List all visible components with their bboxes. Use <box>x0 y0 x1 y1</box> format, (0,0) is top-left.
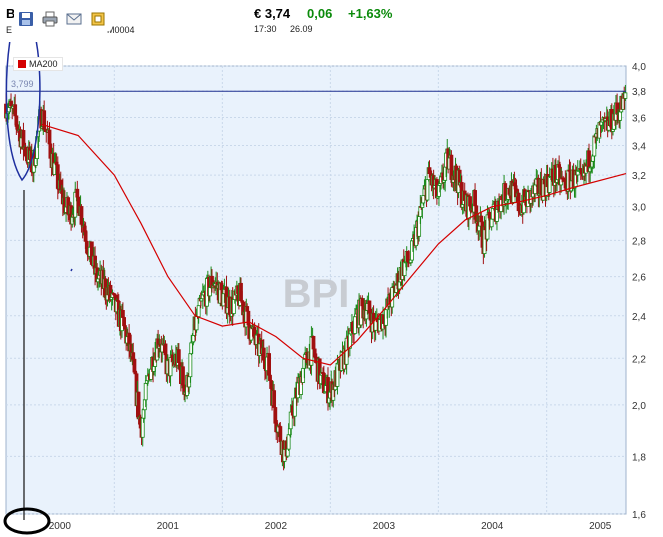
y-tick-label: 1,8 <box>632 452 646 463</box>
candle-body <box>176 349 181 364</box>
quote-header: B E M0004 <box>0 0 663 42</box>
email-icon[interactable] <box>64 9 84 29</box>
save-icon[interactable] <box>16 9 36 29</box>
candle-up <box>425 179 430 202</box>
y-tick-label: 4,0 <box>632 62 646 73</box>
candle-body <box>421 195 426 204</box>
y-tick-label: 3,8 <box>632 87 646 98</box>
y-tick-label: 2,2 <box>632 354 646 365</box>
y-tick-label: 3,4 <box>632 141 646 152</box>
candle-body <box>489 218 494 228</box>
candle-up <box>623 84 628 101</box>
y-tick-label: 2,4 <box>632 312 646 323</box>
y-tick-label: 3,0 <box>632 203 646 214</box>
print-icon[interactable] <box>40 9 60 29</box>
chart-legend: MA200 <box>13 57 63 71</box>
candle-body <box>292 397 297 417</box>
annotation-oval <box>5 42 41 182</box>
quote-date: 26.09 <box>290 24 313 34</box>
candle-body <box>286 434 291 450</box>
candle-body <box>623 92 628 99</box>
y-tick-label: 3,2 <box>632 171 646 182</box>
y-tick-label: 3,6 <box>632 114 646 125</box>
x-tick-label: 2003 <box>373 521 396 532</box>
x-tick-label: 2002 <box>265 521 288 532</box>
price-change: 0,06 <box>307 6 333 21</box>
x-tick-label: 2004 <box>481 521 504 532</box>
last-price: € 3,74 <box>254 6 291 21</box>
ticker-code-prefix: E <box>6 25 13 35</box>
ma200-line <box>41 123 627 366</box>
candle-body <box>245 306 250 312</box>
candle-body <box>136 391 141 420</box>
candle-body <box>181 366 185 386</box>
candle-body <box>208 287 212 297</box>
price-change-percent: +1,63% <box>348 6 393 21</box>
candle-body <box>425 179 430 201</box>
x-tick-label: 2000 <box>49 521 72 532</box>
y-tick-label: 2,0 <box>632 401 646 412</box>
ticker-symbol: B <box>6 6 16 21</box>
annotation-year-circle <box>3 507 51 535</box>
candle-body <box>188 353 193 378</box>
y-tick-label: 2,6 <box>632 273 646 284</box>
toolbar <box>14 9 110 31</box>
reference-line-label: 3,799 <box>11 79 34 89</box>
quote-time: 17:30 <box>254 24 277 34</box>
ma200-legend-label: MA200 <box>29 59 58 69</box>
candle-body <box>196 305 201 318</box>
export-icon[interactable] <box>88 9 108 29</box>
watermark-text: BPI <box>283 272 350 316</box>
annotation-tick-mark <box>70 268 73 272</box>
candle-body <box>267 353 271 376</box>
x-tick-label: 2005 <box>589 521 612 532</box>
candle-body <box>272 390 277 408</box>
ma200-legend-swatch <box>18 60 26 68</box>
ticker-code: M0004 <box>107 25 135 35</box>
candle-body <box>143 382 148 401</box>
y-tick-label: 2,8 <box>632 236 646 247</box>
candle-body <box>246 310 251 326</box>
candles <box>4 84 628 471</box>
candle-down <box>246 310 251 327</box>
y-tick-label: 1,6 <box>632 510 646 521</box>
candle-body <box>487 211 492 219</box>
x-tick-label: 2001 <box>157 521 180 532</box>
price-chart[interactable]: 4,0 3,8 3,6 3,4 3,2 3,0 2,8 2,6 2,4 2,2 2,0 1,8 1,6 2… <box>0 42 663 537</box>
candle-body <box>353 316 357 334</box>
